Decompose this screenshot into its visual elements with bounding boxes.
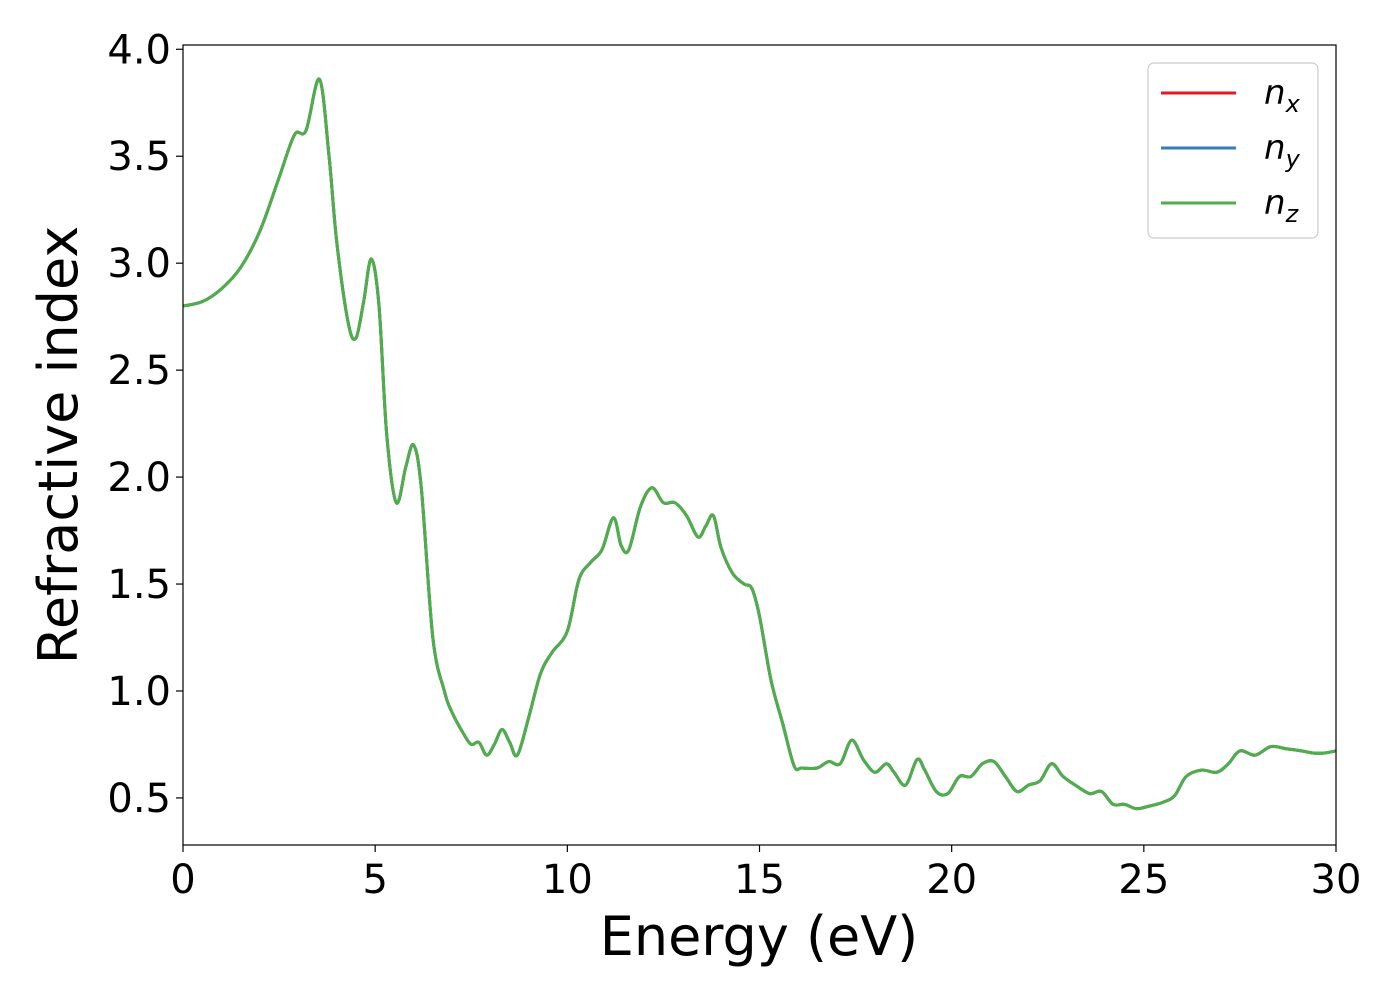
legend-label-nx: nx [1264,73,1301,118]
y-tick-label: 0.5 [107,776,171,822]
y-tick-label: 1.0 [107,669,171,715]
legend-label-nz: nz [1264,183,1300,228]
x-axis: 0 5 10 15 20 25 30 [170,845,1361,903]
x-tick-label: 0 [170,857,195,903]
x-tick-label: 10 [542,857,593,903]
x-axis-label: Energy (eV) [600,905,919,968]
y-tick-label: 3.5 [107,134,171,180]
legend-label-ny: ny [1264,128,1301,173]
y-axis: 0.5 1.0 1.5 2.0 2.5 3.0 3.5 4.0 [107,27,183,822]
y-tick-label: 1.5 [107,562,171,608]
series-layer [183,77,1336,811]
x-tick-label: 25 [1118,857,1169,903]
x-tick-label: 15 [734,857,785,903]
y-tick-label: 3.0 [107,241,171,287]
series-line-n-z [183,77,1336,811]
y-tick-label: 2.5 [107,348,171,394]
legend-frame [1147,62,1319,239]
x-tick-label: 5 [362,857,387,903]
x-tick-label: 30 [1311,857,1362,903]
y-axis-label: Refractive index [27,226,90,665]
y-tick-label: 2.0 [107,455,171,501]
legend: nx ny nz [1147,62,1319,239]
x-tick-label: 20 [926,857,977,903]
y-tick-label: 4.0 [107,27,171,73]
